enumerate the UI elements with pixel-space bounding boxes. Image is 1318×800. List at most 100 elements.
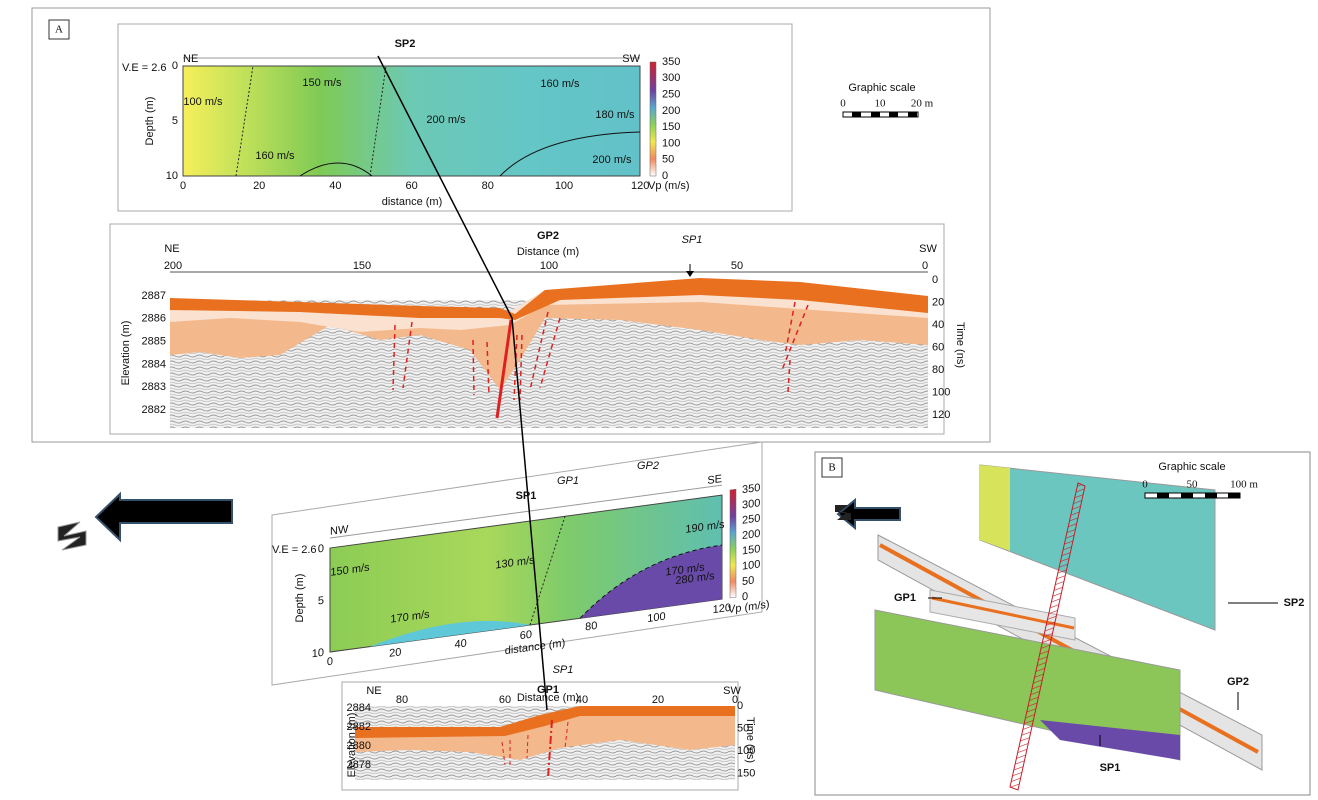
tick-label: 120 [713, 602, 731, 616]
tick-label: 0 [932, 274, 938, 286]
title: SP2 [395, 38, 416, 50]
sp2-contour [299, 131, 641, 177]
tick-label: 250 [742, 512, 760, 526]
velocity-label: 170 m/s [390, 608, 430, 625]
tick-label: 10 [312, 647, 324, 661]
tick-label: 20 [389, 646, 401, 660]
tick-label: 250 [662, 89, 680, 101]
tick-label: 100 [932, 386, 950, 398]
panel-label: B [828, 462, 835, 474]
velocity-label: 280 m/s [675, 570, 715, 587]
tick-label: 2887 [142, 290, 166, 302]
label: NE [183, 53, 198, 65]
label: V.E = 2.6 [272, 544, 317, 556]
tick-label: 2886 [142, 313, 166, 325]
axis-label: Elevation (m) [120, 321, 132, 386]
axis-label: Time (ns) [744, 717, 756, 763]
title: SP1 [516, 490, 537, 502]
label: NE [164, 243, 179, 255]
label: Vp (m/s) [648, 180, 690, 192]
tick-label: 40 [454, 637, 466, 651]
b-sp2-left [980, 465, 1010, 551]
scale-bar [842, 111, 919, 118]
tick-label: 60 [499, 694, 511, 706]
tick-label: 300 [742, 497, 760, 511]
tick-label: 200 [164, 260, 182, 272]
label: SW [622, 53, 640, 65]
panel-label: A [55, 24, 63, 36]
tick-label: 150 [742, 543, 760, 557]
tick-label: 0 [172, 60, 178, 72]
tick-label: 40 [932, 319, 944, 331]
gp1-main-fault [547, 719, 553, 779]
b-fault-plane [1009, 482, 1086, 791]
tick-label: 80 [585, 620, 597, 634]
tick-label: 50 [742, 574, 754, 588]
tick-label: 5 [318, 595, 324, 608]
tick-label: 2884 [142, 358, 166, 370]
tick-label: 80 [396, 694, 408, 706]
tick-label: 350 [662, 56, 680, 68]
section-line [377, 55, 548, 711]
label: Distance (m) [517, 246, 579, 258]
tick-label: 80 [932, 364, 944, 376]
label: SW [919, 243, 937, 255]
section-label: GP2 [1227, 676, 1249, 688]
label: SE [707, 473, 722, 487]
label: SP1 [682, 234, 703, 246]
velocity-label: 170 m/s [665, 561, 705, 578]
tick-label: 2878 [347, 759, 371, 771]
tick-label: 100 m [1230, 479, 1258, 491]
tick-label: 10 [166, 170, 178, 182]
tick-label: 0 [180, 180, 186, 192]
tick-label: 0 [742, 591, 748, 604]
velocity-label: 150 m/s [302, 77, 342, 89]
north-symbol [57, 521, 87, 551]
section-label: SP1 [1100, 762, 1121, 774]
velocity-label: 180 m/s [595, 109, 635, 121]
tick-label: 2882 [347, 721, 371, 733]
axis-label: Depth (m) [144, 97, 156, 146]
tick-label: 5 [172, 115, 178, 127]
tick-label: 100 [737, 745, 755, 757]
velocity-label: 150 m/s [330, 562, 370, 579]
tick-label: 0 [662, 170, 668, 182]
tick-label: 0 [1142, 479, 1148, 491]
label: NW [330, 523, 349, 537]
label: NE [366, 685, 381, 697]
tick-label: 100 [742, 558, 760, 572]
tick-label: 300 [662, 72, 680, 84]
tick-label: 200 [742, 528, 760, 542]
velocity-label: 160 m/s [255, 150, 295, 162]
north-arrow [94, 491, 233, 543]
velocity-label: 200 m/s [592, 154, 632, 166]
gp2-layer [170, 288, 928, 390]
title: GP1 [537, 684, 559, 696]
axis-label: distance (m) [382, 196, 443, 208]
velocity-label: 100 m/s [183, 96, 223, 108]
tick-label: 350 [742, 482, 760, 496]
b-scale-bar [1144, 492, 1241, 499]
gp2-layer [170, 288, 928, 332]
section-label: SP2 [1284, 597, 1305, 609]
velocity-label: 190 m/s [685, 519, 725, 536]
axis-label: Elevation (m) [346, 713, 358, 778]
tick-label: 0 [840, 98, 846, 110]
tick-label: 150 [662, 121, 680, 133]
label: V.E = 2.6 [122, 62, 167, 74]
tick-label: 150 [737, 767, 755, 779]
label: Vp (m/s) [728, 599, 770, 617]
b-label-arrows [928, 597, 1278, 746]
tick-label: 40 [576, 694, 588, 706]
tick-label: 0 [737, 700, 743, 712]
marker-arrowhead [686, 271, 694, 277]
tick-label: 0 [732, 694, 738, 706]
b-north-symbol [835, 505, 851, 520]
tick-label: 100 [647, 611, 665, 625]
gp1-layer [355, 712, 735, 760]
tick-label: 40 [329, 180, 341, 192]
sp2-contour [235, 65, 387, 177]
velocity-label: 160 m/s [540, 78, 580, 90]
